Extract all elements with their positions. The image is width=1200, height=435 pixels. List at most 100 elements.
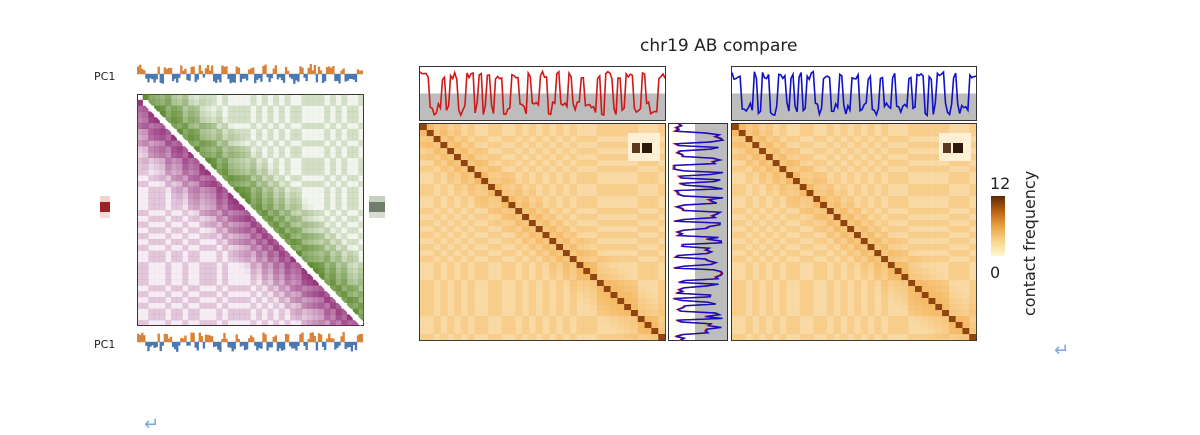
upper-triangle-cell bbox=[301, 163, 308, 170]
upper-triangle-cell bbox=[205, 111, 211, 118]
lower-triangle-cell bbox=[222, 186, 228, 193]
heatmap-cell bbox=[894, 256, 902, 263]
upper-triangle-cell bbox=[239, 105, 246, 112]
lower-triangle-cell bbox=[142, 175, 149, 182]
lower-triangle-cell bbox=[250, 244, 257, 251]
heatmap-cell bbox=[948, 166, 956, 173]
heatmap-cell bbox=[549, 310, 557, 317]
pc1-bar-negative bbox=[293, 342, 296, 349]
heatmap-cell bbox=[583, 220, 591, 227]
pc1-bar-negative bbox=[293, 74, 296, 84]
heatmap-cell bbox=[826, 184, 834, 191]
lower-triangle-cell bbox=[176, 157, 183, 164]
heatmap-cell bbox=[590, 280, 598, 287]
upper-triangle-cell bbox=[341, 163, 348, 170]
heatmap-cell bbox=[658, 232, 666, 239]
lower-triangle-cell bbox=[227, 268, 234, 274]
heatmap-cell bbox=[556, 286, 564, 293]
upper-triangle-cell bbox=[301, 192, 308, 199]
heatmap-cell bbox=[820, 124, 828, 131]
heatmap-cell bbox=[935, 214, 943, 221]
heatmap-cell bbox=[833, 154, 841, 161]
lower-triangle-cell bbox=[210, 221, 217, 228]
heatmap-cell bbox=[562, 172, 570, 179]
upper-triangle-cell bbox=[273, 123, 280, 129]
lower-triangle-cell bbox=[159, 244, 166, 251]
heatmap-cell bbox=[508, 286, 516, 293]
heatmap-cell bbox=[826, 328, 834, 335]
heatmap-cell bbox=[969, 292, 977, 299]
heatmap-cell bbox=[908, 280, 916, 287]
heatmap-cell bbox=[440, 154, 448, 161]
lower-triangle-cell bbox=[188, 163, 194, 170]
lower-triangle-cell bbox=[137, 320, 143, 326]
heatmap-cell bbox=[745, 250, 753, 257]
heatmap-cell bbox=[738, 328, 746, 335]
heatmap-cell bbox=[576, 148, 584, 155]
upper-triangle-cell bbox=[346, 250, 353, 257]
heatmap-cell bbox=[969, 226, 977, 233]
heatmap-cell bbox=[847, 160, 855, 167]
heatmap-cell bbox=[617, 154, 625, 161]
upper-triangle-cell bbox=[165, 105, 172, 112]
heatmap-cell bbox=[806, 178, 814, 185]
lower-triangle-cell bbox=[284, 273, 291, 280]
upper-triangle-cell bbox=[295, 128, 302, 135]
lower-triangle-cell bbox=[154, 181, 160, 187]
heatmap-cell bbox=[658, 226, 666, 233]
upper-triangle-cell bbox=[188, 134, 194, 141]
heatmap-cell bbox=[894, 298, 902, 305]
heatmap-cell bbox=[813, 166, 821, 173]
heatmap-cell bbox=[833, 196, 841, 203]
lower-triangle-cell bbox=[210, 291, 217, 298]
heatmap-cell bbox=[440, 238, 448, 245]
heatmap-cell bbox=[508, 208, 516, 215]
heatmap-cell bbox=[515, 328, 523, 335]
heatmap-cell bbox=[494, 208, 502, 215]
heatmap-cell bbox=[772, 160, 780, 167]
heatmap-cell bbox=[603, 328, 611, 335]
heatmap-cell bbox=[651, 202, 659, 209]
heatmap-cell bbox=[454, 196, 462, 203]
upper-triangle-cell bbox=[244, 175, 251, 182]
pc1-bar-negative bbox=[194, 74, 197, 83]
upper-triangle-cell bbox=[261, 117, 268, 124]
pc1-bar-positive bbox=[284, 333, 288, 342]
heatmap-cell bbox=[590, 244, 598, 251]
upper-triangle-cell bbox=[210, 99, 217, 106]
upper-triangle-cell bbox=[284, 94, 291, 100]
pc1-bar-positive bbox=[262, 65, 265, 74]
upper-triangle-cell bbox=[352, 146, 359, 153]
heatmap-cell bbox=[955, 214, 963, 221]
lower-triangle-cell bbox=[312, 291, 319, 298]
upper-triangle-cell bbox=[216, 128, 223, 135]
heatmap-cell bbox=[752, 196, 760, 203]
heatmap-cell bbox=[779, 298, 787, 305]
heatmap-cell bbox=[420, 142, 428, 149]
lower-triangle-cell bbox=[256, 314, 263, 321]
heatmap-cell bbox=[921, 244, 929, 251]
lower-triangle-cell bbox=[137, 279, 143, 286]
heatmap-cell bbox=[813, 268, 821, 275]
lower-triangle-cell bbox=[148, 262, 155, 269]
heatmap-cell bbox=[874, 172, 882, 179]
heatmap-cell bbox=[772, 274, 780, 281]
heatmap-cell bbox=[433, 328, 441, 335]
pc1-bar-positive bbox=[169, 336, 173, 342]
heatmap-cell bbox=[955, 190, 963, 197]
lower-triangle-cell bbox=[154, 233, 160, 240]
heatmap-cell bbox=[610, 160, 618, 167]
heatmap-cell bbox=[955, 256, 963, 263]
heatmap-cell bbox=[426, 274, 434, 281]
heatmap-cell bbox=[624, 310, 632, 317]
heatmap-cell bbox=[921, 274, 929, 281]
upper-triangle-cell bbox=[341, 285, 348, 292]
heatmap-cell bbox=[887, 232, 895, 239]
lower-triangle-cell bbox=[216, 204, 223, 211]
heatmap-cell bbox=[610, 322, 618, 329]
heatmap-cell bbox=[460, 328, 468, 335]
upper-triangle-cell bbox=[341, 204, 348, 211]
upper-triangle-cell bbox=[188, 94, 194, 100]
heatmap-cell bbox=[562, 148, 570, 155]
heatmap-cell bbox=[793, 310, 800, 317]
